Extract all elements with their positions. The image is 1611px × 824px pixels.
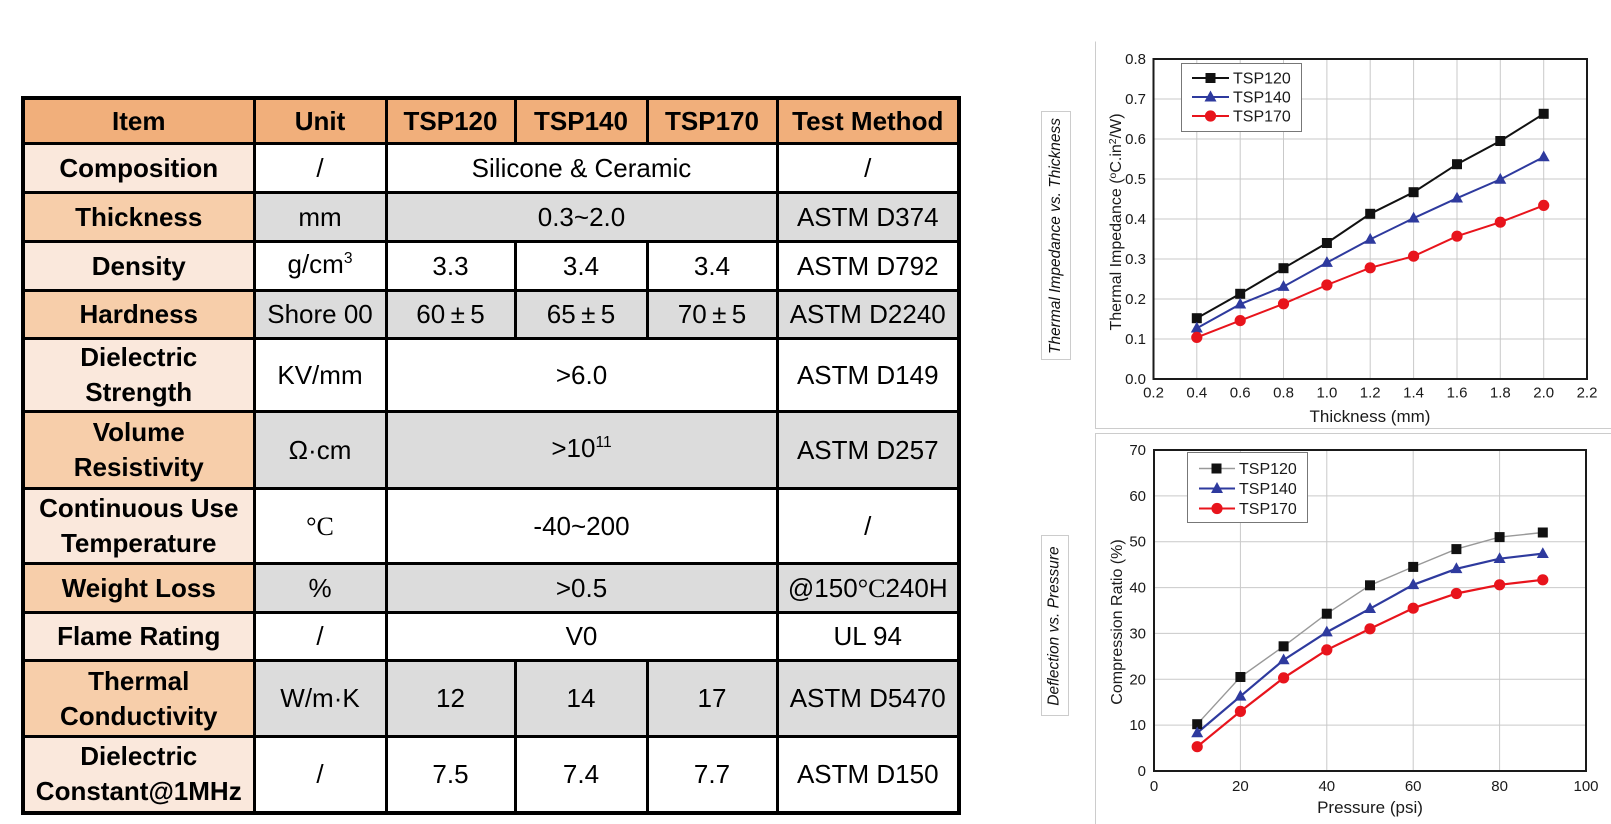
svg-text:0.1: 0.1 — [1125, 331, 1146, 348]
svg-text:TSP140: TSP140 — [1233, 90, 1291, 107]
svg-text:0.4: 0.4 — [1186, 385, 1207, 402]
svg-text:1.0: 1.0 — [1316, 385, 1337, 402]
svg-text:40: 40 — [1129, 580, 1146, 597]
svg-text:60: 60 — [1405, 778, 1422, 795]
svg-text:10: 10 — [1129, 717, 1146, 734]
svg-text:100: 100 — [1573, 778, 1598, 795]
svg-text:Pressure (psi): Pressure (psi) — [1317, 798, 1423, 817]
svg-text:TSP140: TSP140 — [1239, 481, 1297, 498]
svg-text:0.5: 0.5 — [1125, 171, 1146, 188]
svg-text:0.6: 0.6 — [1125, 131, 1146, 148]
svg-text:2.0: 2.0 — [1533, 385, 1554, 402]
svg-text:0.7: 0.7 — [1125, 91, 1146, 108]
svg-text:0.2: 0.2 — [1143, 385, 1164, 402]
svg-text:60: 60 — [1129, 488, 1146, 505]
svg-text:2.2: 2.2 — [1577, 385, 1598, 402]
svg-text:TSP170: TSP170 — [1239, 501, 1297, 518]
svg-text:20: 20 — [1232, 778, 1249, 795]
svg-text:50: 50 — [1129, 534, 1146, 551]
svg-text:0.4: 0.4 — [1125, 211, 1146, 228]
svg-text:0.8: 0.8 — [1125, 51, 1146, 68]
svg-text:Thermal Impedance (oC.in2/W): Thermal Impedance (oC.in2/W) — [1107, 113, 1125, 330]
svg-text:Compression Ratio (%): Compression Ratio (%) — [1109, 539, 1126, 704]
svg-text:0.8: 0.8 — [1273, 385, 1294, 402]
svg-text:1.8: 1.8 — [1490, 385, 1511, 402]
svg-text:0.0: 0.0 — [1125, 371, 1146, 388]
svg-text:TSP170: TSP170 — [1233, 109, 1291, 126]
svg-text:0: 0 — [1150, 778, 1158, 795]
svg-text:0.6: 0.6 — [1230, 385, 1251, 402]
svg-text:0: 0 — [1138, 763, 1146, 780]
svg-text:0.3: 0.3 — [1125, 251, 1146, 268]
svg-text:30: 30 — [1129, 625, 1146, 642]
svg-text:0.2: 0.2 — [1125, 291, 1146, 308]
svg-text:1.6: 1.6 — [1447, 385, 1468, 402]
svg-text:TSP120: TSP120 — [1233, 71, 1291, 88]
svg-text:80: 80 — [1491, 778, 1508, 795]
svg-text:TSP120: TSP120 — [1239, 461, 1297, 478]
svg-text:1.4: 1.4 — [1403, 385, 1424, 402]
svg-text:20: 20 — [1129, 671, 1146, 688]
svg-text:40: 40 — [1318, 778, 1335, 795]
svg-text:70: 70 — [1129, 442, 1146, 459]
svg-text:1.2: 1.2 — [1360, 385, 1381, 402]
svg-text:Thickness (mm): Thickness (mm) — [1310, 407, 1431, 426]
